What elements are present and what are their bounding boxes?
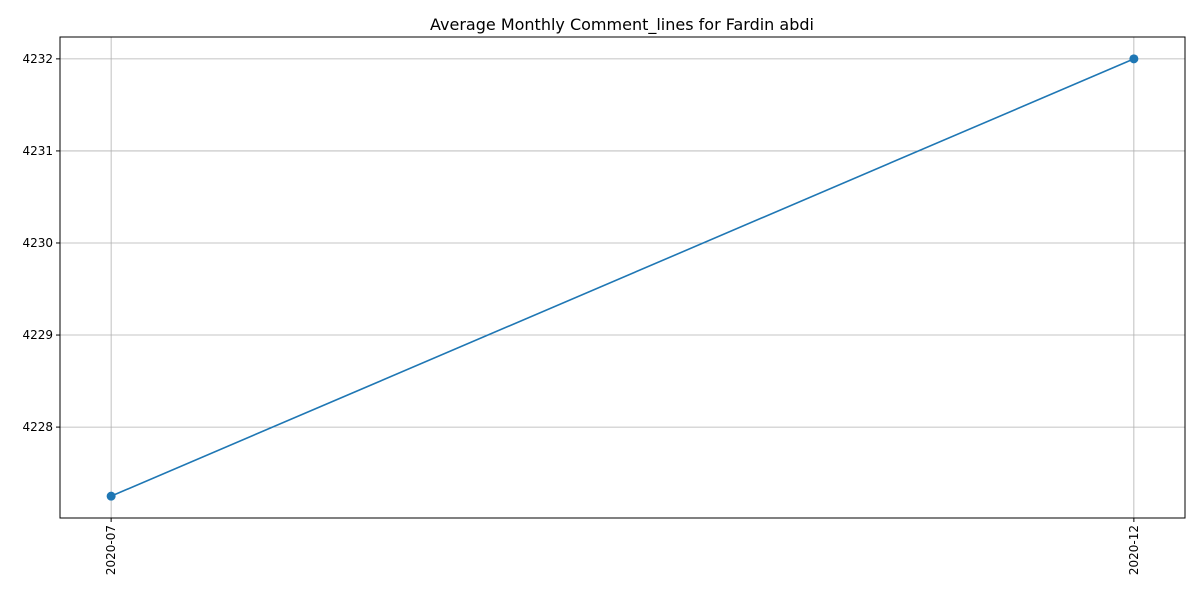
y-tick-label: 4230 <box>22 236 53 250</box>
plot-area-frame <box>59 36 1186 519</box>
data-point-marker <box>1129 54 1139 64</box>
grid <box>60 37 1185 518</box>
series-line <box>110 58 1135 497</box>
x-tick-label: 2020-12 <box>1127 525 1141 575</box>
x-tick-label: 2020-07 <box>104 525 118 575</box>
y-tick-label: 4231 <box>22 144 53 158</box>
y-axis: 4228 4229 4230 4231 4232 <box>22 52 60 434</box>
y-tick-label: 4228 <box>22 420 53 434</box>
series-layer <box>106 54 1139 501</box>
y-tick-label: 4232 <box>22 52 53 66</box>
y-tick-label: 4229 <box>22 328 53 342</box>
x-axis: 2020-07 2020-12 <box>104 518 1141 575</box>
chart-title: Average Monthly Comment_lines for Fardin… <box>430 15 814 35</box>
data-point-marker <box>106 491 116 501</box>
